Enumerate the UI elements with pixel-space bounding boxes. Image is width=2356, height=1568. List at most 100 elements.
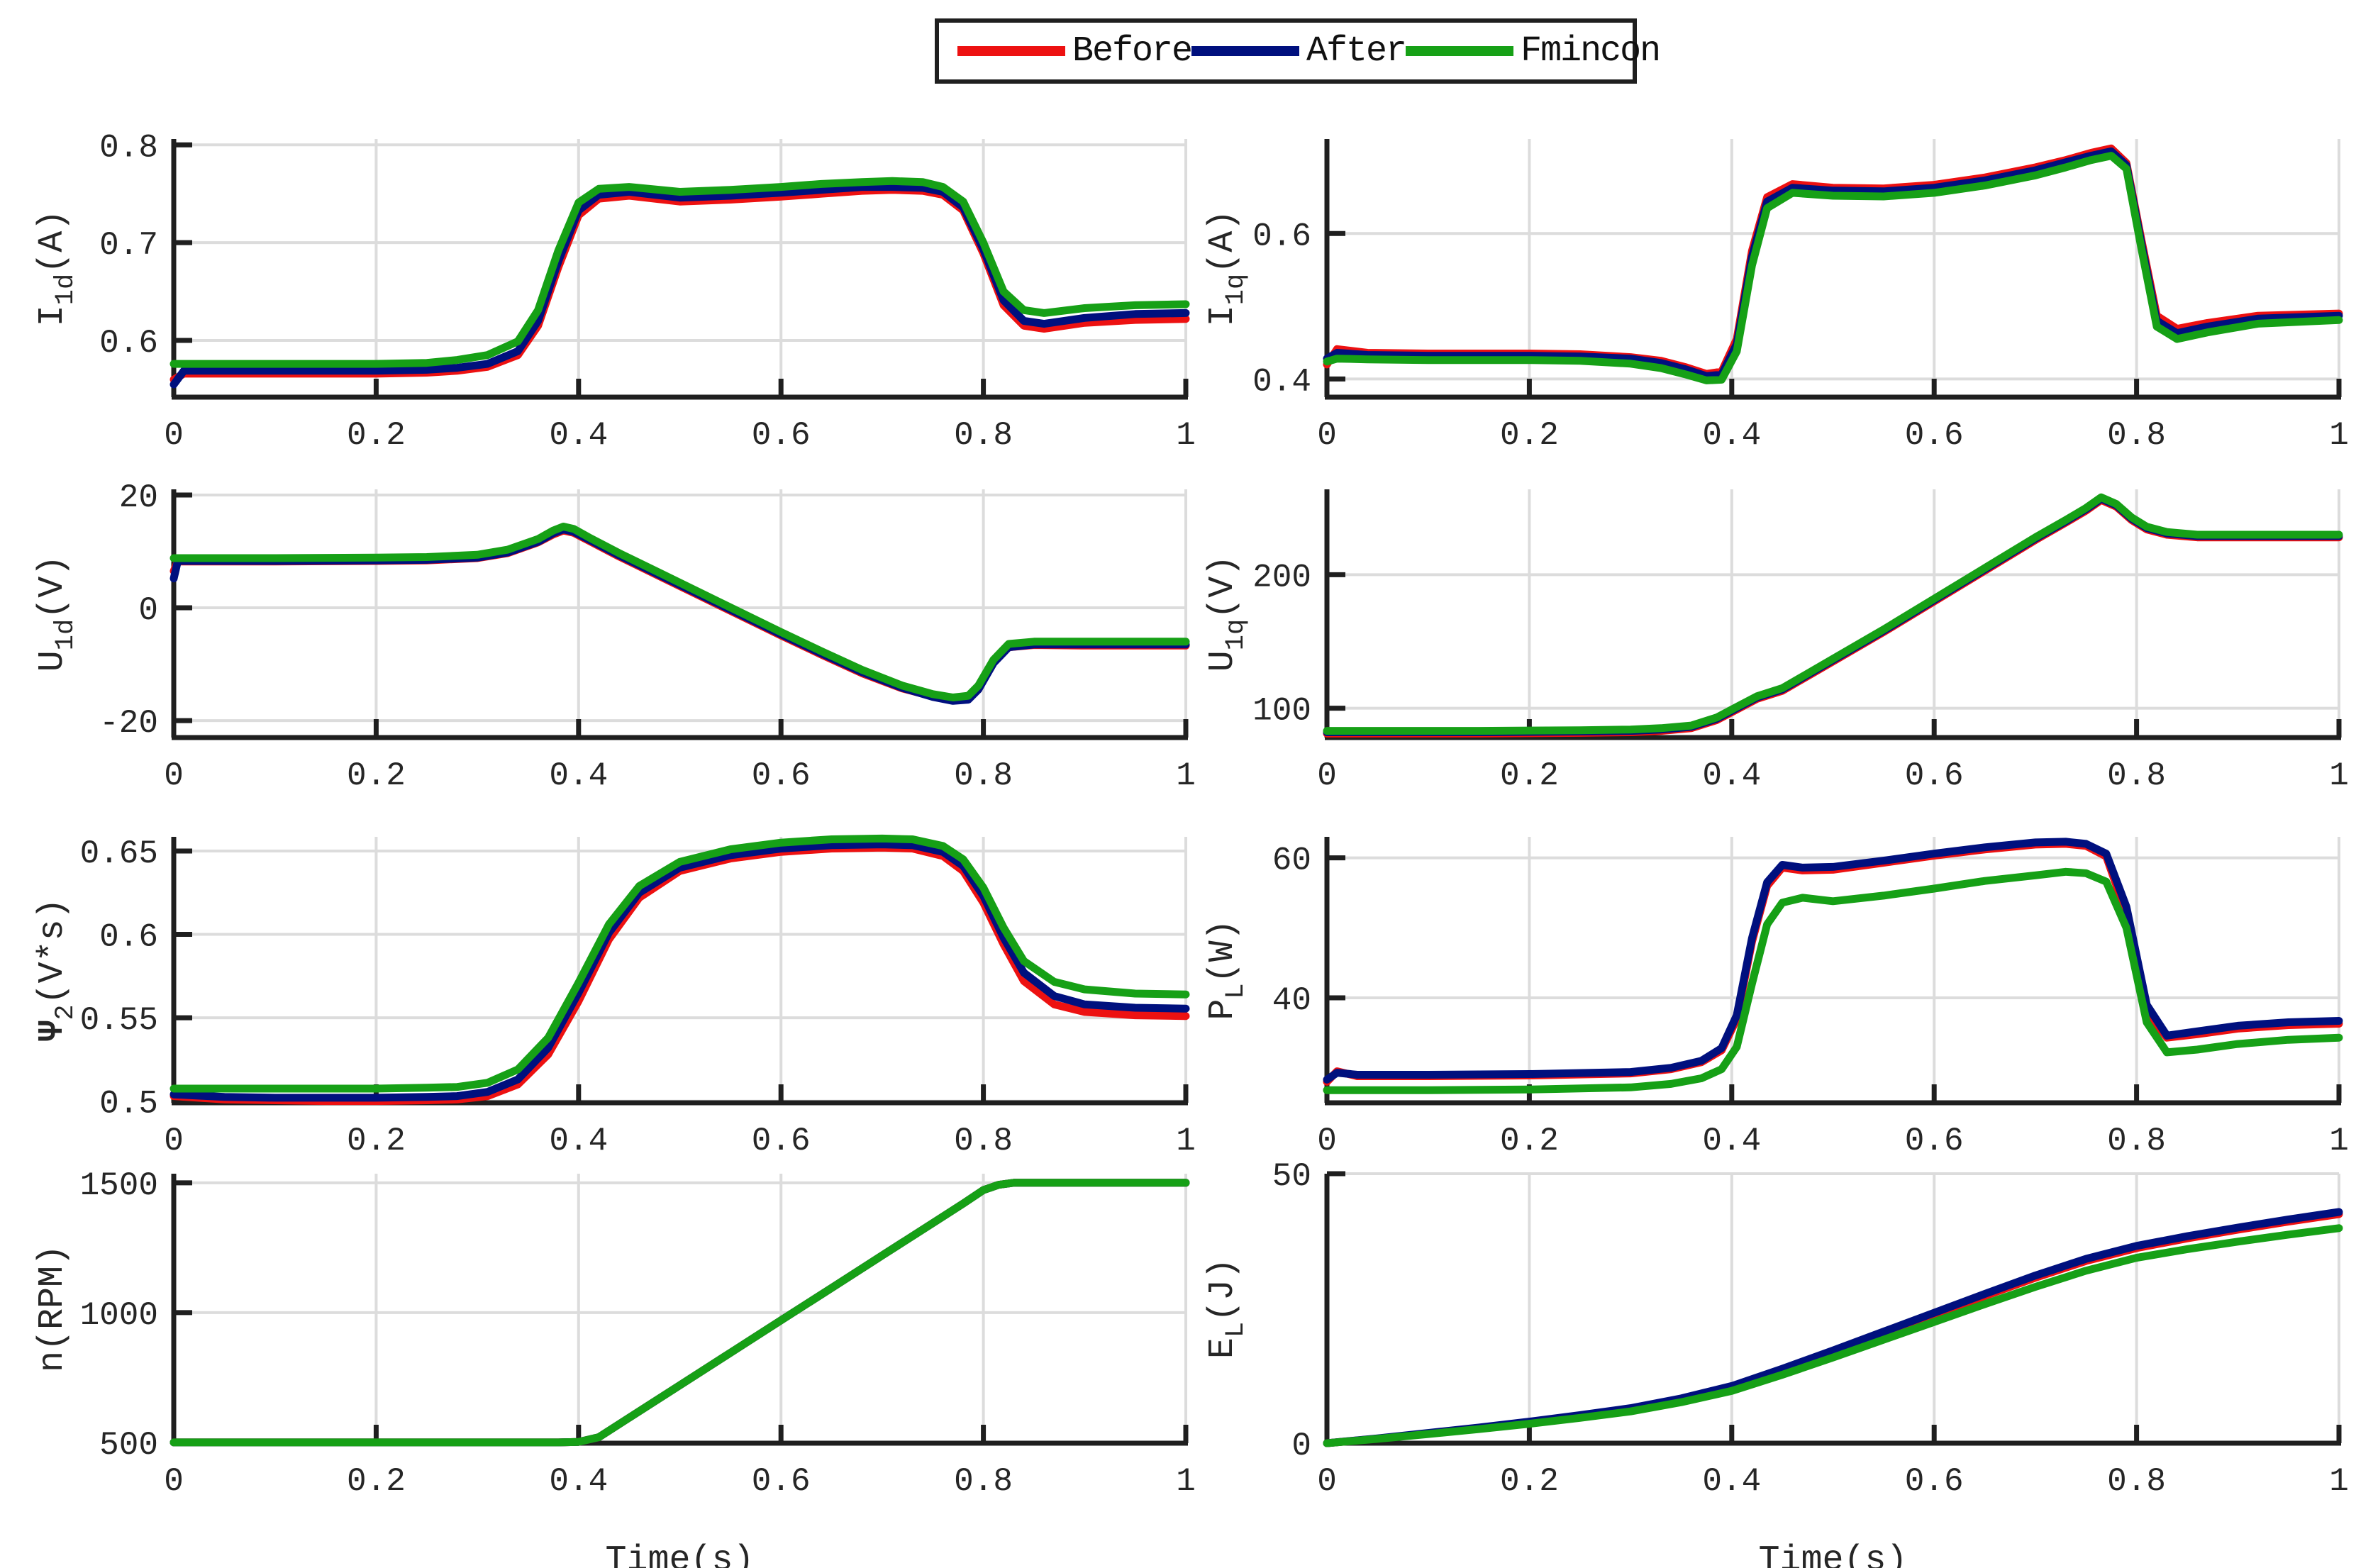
y-tick-label: 60: [1272, 843, 1311, 879]
series-line-before: [170, 843, 1190, 1106]
legend-line-swatch: [957, 46, 1065, 56]
x-tick-label: 0.4: [1702, 757, 1761, 794]
x-tick-label: 0.8: [2107, 417, 2166, 454]
axes: [171, 489, 1189, 740]
x-tick-label: 0.4: [1702, 417, 1761, 454]
subplot-el: 0 0.2 0.4 0.6 0.8 1 0 50 EL(J) Time(s): [1203, 1158, 2349, 1568]
legend-item-fmincon: Fmincon: [1406, 30, 1661, 72]
series-line-after: [170, 840, 1190, 1102]
x-tick-label: 0.6: [1905, 1123, 1964, 1160]
x-tick-label: 0: [1317, 1463, 1337, 1500]
y-axis-label: n(RPM): [33, 1245, 73, 1372]
x-tick-label: 0.8: [2107, 1463, 2166, 1500]
x-tick-label: 0.2: [347, 1463, 406, 1500]
gridlines: [1327, 489, 2340, 738]
series: [1323, 144, 2343, 384]
axes: [1324, 1171, 2342, 1446]
legend-line-swatch: [1406, 46, 1514, 56]
y-tick-label: 0.6: [1252, 218, 1311, 255]
series: [1323, 838, 2343, 1094]
y-tick-label: 0.6: [99, 325, 158, 362]
x-tick-label: 0.8: [2107, 1123, 2166, 1160]
x-tick-label: 1: [1176, 1123, 1196, 1160]
series: [170, 834, 1190, 1106]
x-tick-label: 0.4: [549, 757, 608, 794]
series-line-fmincon: [170, 523, 1190, 701]
subplot-panel-u1q: 0 0.2 0.4 0.6 0.8 1 100 200 U1q(V): [1199, 454, 2356, 801]
subplot-pl: 0 0.2 0.4 0.6 0.8 1 40 60 PL(W): [1203, 837, 2349, 1160]
legend-item-after: After: [1191, 30, 1407, 72]
y-tick-label: 50: [1272, 1158, 1311, 1195]
legend-label: After: [1306, 30, 1407, 72]
x-axis-label: Time(s): [1758, 1540, 1907, 1568]
tick-labels: 0 0.2 0.4 0.6 0.8 1 0.6 0.7 0.8: [99, 129, 1196, 454]
y-axis-label: U1d(V): [33, 555, 81, 672]
subplot-panel-i1q: 0 0.2 0.4 0.6 0.8 1 0.4 0.6 I1q(A): [1199, 85, 2356, 454]
series: [170, 523, 1190, 705]
x-tick-label: 1: [2329, 417, 2349, 454]
series: [170, 1179, 1190, 1447]
x-tick-label: 0.2: [347, 417, 406, 454]
x-tick-label: 0.6: [752, 417, 811, 454]
axes: [171, 1174, 1189, 1446]
x-tick-label: 0: [164, 417, 184, 454]
series-line-fmincon: [1323, 493, 2343, 735]
y-axis-label: EL(J): [1203, 1258, 1251, 1359]
subplot-panel-el: 0 0.2 0.4 0.6 0.8 1 0 50 EL(J) Time(s): [1199, 1135, 2356, 1568]
x-tick-label: 0.2: [1500, 757, 1559, 794]
x-tick-label: 0.4: [549, 1123, 608, 1160]
x-tick-label: 0.6: [1905, 1463, 1964, 1500]
x-tick-label: 0.2: [1500, 417, 1559, 454]
x-tick-label: 1: [1176, 1463, 1196, 1500]
x-axis-label: Time(s): [605, 1540, 754, 1568]
x-tick-label: 0.6: [752, 1123, 811, 1160]
y-axis-label: I1d(A): [33, 210, 81, 326]
subplot-panel-i1d: 0 0.2 0.4 0.6 0.8 1 0.6 0.7 0.8 I1d(A): [0, 85, 1199, 454]
x-tick-label: 0: [1317, 757, 1337, 794]
y-tick-label: 0.8: [99, 129, 158, 166]
x-tick-label: 0: [1317, 1123, 1337, 1160]
y-tick-label: 20: [119, 479, 158, 516]
x-tick-label: 0.8: [954, 417, 1013, 454]
legend-item-before: Before: [957, 31, 1193, 72]
y-tick-label: 1500: [80, 1167, 158, 1204]
x-tick-label: 1: [2329, 1123, 2349, 1160]
x-tick-label: 0.2: [1500, 1463, 1559, 1500]
gridlines: [174, 139, 1187, 397]
tick-labels: 0 0.2 0.4 0.6 0.8 1 0 50: [1272, 1158, 2349, 1500]
series-line-fmincon: [170, 1179, 1190, 1447]
y-tick-label: 1000: [80, 1297, 158, 1334]
y-tick-label: 0: [138, 592, 158, 629]
gridlines: [1327, 1172, 2340, 1445]
x-tick-label: 0.2: [347, 1123, 406, 1160]
tick-labels: 0 0.2 0.4 0.6 0.8 1 0.5 0.55 0.6 0.65: [80, 835, 1196, 1160]
subplot-panel-pl: 0 0.2 0.4 0.6 0.8 1 40 60 PL(W): [1199, 794, 2356, 1163]
x-tick-label: 1: [2329, 757, 2349, 794]
series-line-fmincon: [1323, 152, 2343, 384]
tick-labels: 0 0.2 0.4 0.6 0.8 1 100 200: [1252, 559, 2349, 794]
y-tick-label: 0.55: [80, 1002, 158, 1039]
x-tick-label: 1: [1176, 417, 1196, 454]
x-tick-label: 0.2: [347, 757, 406, 794]
x-tick-label: 0.6: [752, 757, 811, 794]
series-line-after: [170, 183, 1190, 389]
series-line-fmincon: [1323, 867, 2343, 1094]
y-tick-label: 0.65: [80, 835, 158, 872]
x-tick-label: 0.6: [1905, 417, 1964, 454]
legend-label: Fmincon: [1521, 30, 1661, 72]
y-tick-label: 0.4: [1252, 363, 1311, 400]
x-tick-label: 0.8: [2107, 757, 2166, 794]
axes: [1324, 139, 2342, 400]
y-axis-label: Ψ2(V*s): [33, 898, 81, 1041]
tick-labels: 0 0.2 0.4 0.6 0.8 1 0.4 0.6: [1252, 218, 2349, 454]
y-axis-label: I1q(A): [1203, 210, 1251, 326]
subplot-panel-psi2: 0 0.2 0.4 0.6 0.8 1 0.5 0.55 0.6 0.65 Ψ2(V*s): [0, 794, 1199, 1163]
x-tick-label: 0.4: [549, 1463, 608, 1500]
series-line-before: [1323, 840, 2343, 1086]
axes: [1324, 489, 2342, 740]
